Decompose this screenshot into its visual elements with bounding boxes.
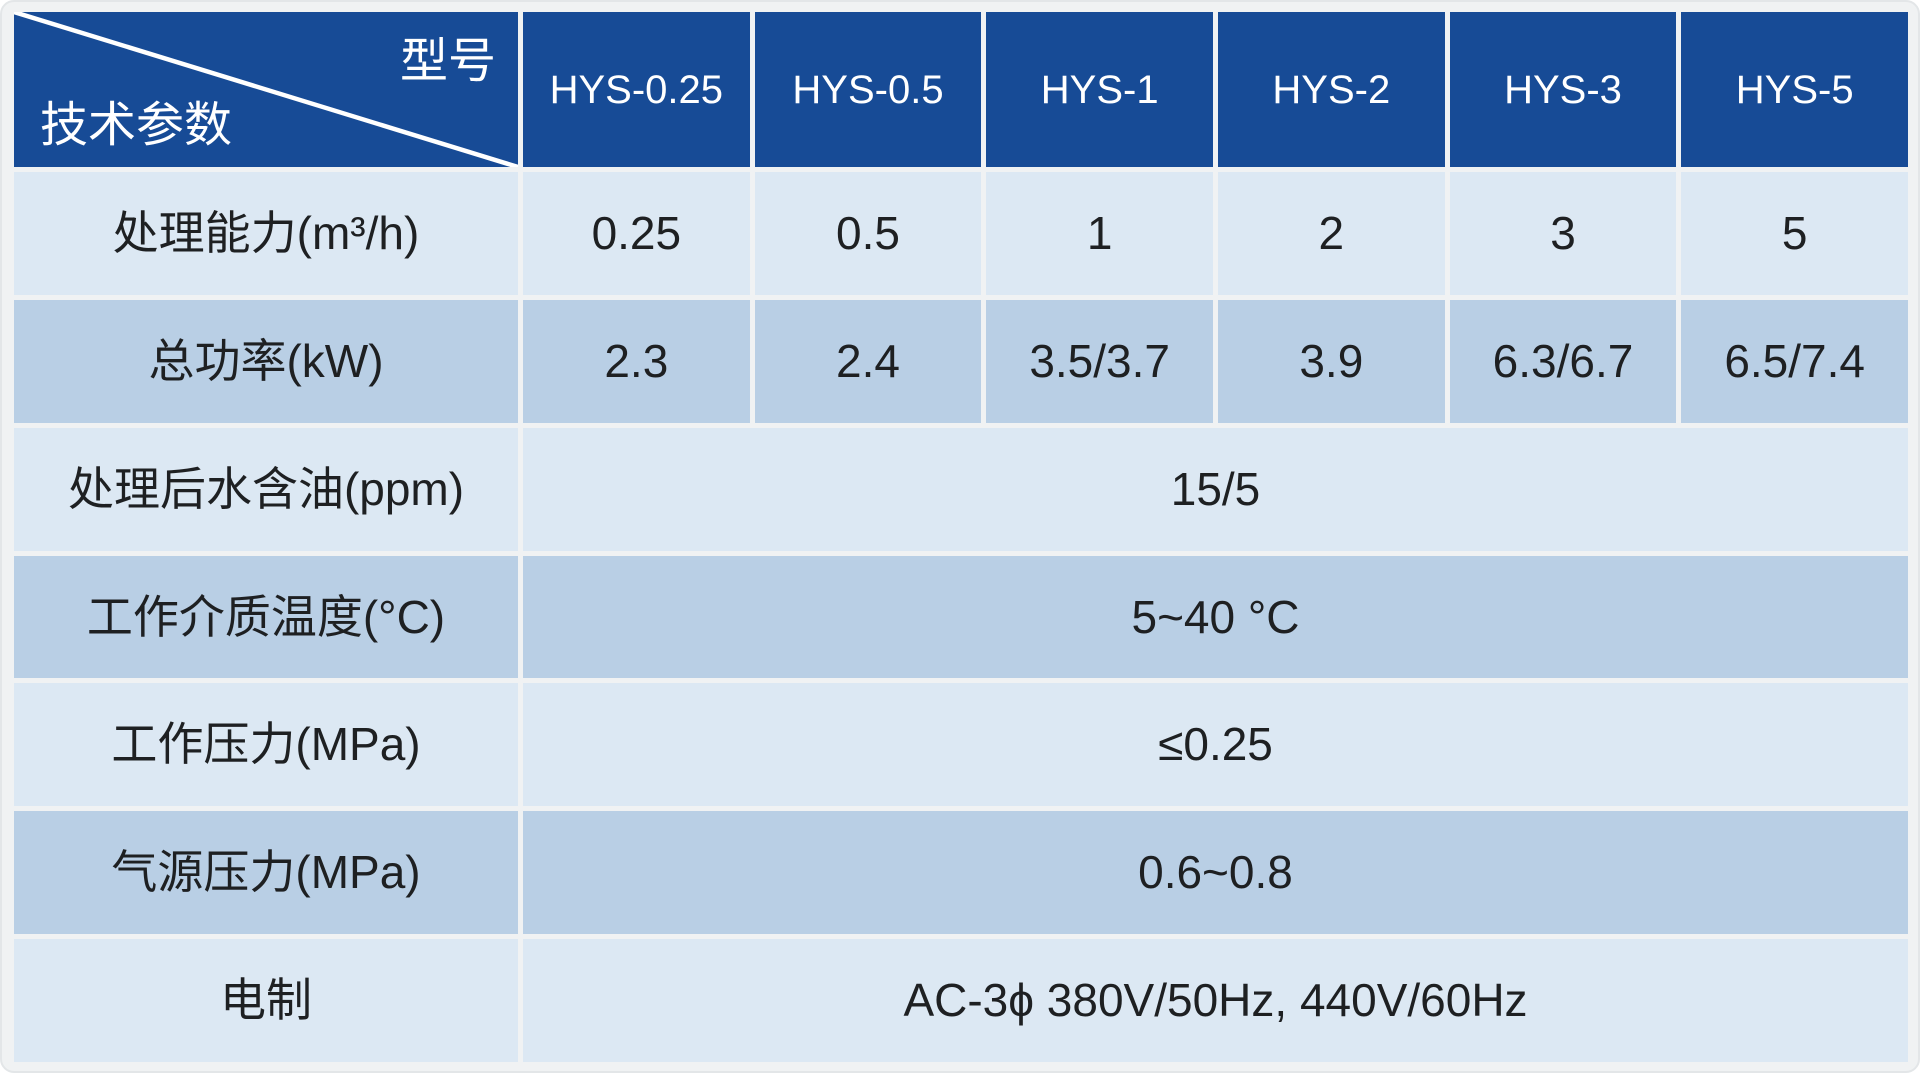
merged-value-cell: ≤0.25	[523, 683, 1908, 807]
row-label-capacity: 处理能力(m³/h)	[14, 172, 518, 295]
merged-value-cell: 15/5	[523, 427, 1908, 551]
diagonal-divider-line	[14, 12, 518, 167]
row-label-electrical-system: 电制	[14, 939, 518, 1062]
value-cell: 2.3	[523, 299, 750, 423]
value-cell: 1	[986, 172, 1213, 295]
value-cell: 2	[1218, 172, 1445, 295]
model-column-header: HYS-1	[986, 12, 1213, 167]
row-label-medium-temperature: 工作介质温度(°C)	[14, 555, 518, 679]
merged-value-cell: 0.6~0.8	[523, 811, 1908, 935]
value-cell: 3	[1449, 172, 1677, 295]
value-cell: 3.9	[1218, 299, 1445, 423]
value-cell: 5	[1681, 172, 1908, 295]
row-label-oil-content: 处理后水含油(ppm)	[14, 427, 518, 551]
value-cell: 2.4	[754, 299, 982, 423]
model-column-header: HYS-5	[1681, 12, 1908, 167]
value-cell: 6.3/6.7	[1449, 299, 1677, 423]
value-cell: 6.5/7.4	[1681, 299, 1908, 423]
technical-parameters-table: 型号 技术参数 HYS-0.25 HYS-0.5 HYS-1 HYS-2 HYS…	[14, 12, 1908, 1062]
merged-value-cell: AC-3ϕ 380V/50Hz, 440V/60Hz	[523, 939, 1908, 1062]
merged-value-cell: 5~40 °C	[523, 555, 1908, 679]
model-column-header: HYS-3	[1449, 12, 1677, 167]
value-cell: 0.5	[754, 172, 982, 295]
corner-label-tech-params: 技术参数	[40, 98, 233, 152]
value-cell: 0.25	[523, 172, 750, 295]
value-cell: 3.5/3.7	[986, 299, 1213, 423]
corner-header-cell: 型号 技术参数	[14, 12, 518, 167]
model-column-header: HYS-0.5	[754, 12, 982, 167]
row-label-working-pressure: 工作压力(MPa)	[14, 683, 518, 807]
row-label-air-supply-pressure: 气源压力(MPa)	[14, 811, 518, 935]
model-column-header: HYS-2	[1218, 12, 1445, 167]
row-label-total-power: 总功率(kW)	[14, 299, 518, 423]
corner-label-model: 型号	[399, 35, 496, 88]
model-column-header: HYS-0.25	[523, 12, 750, 167]
